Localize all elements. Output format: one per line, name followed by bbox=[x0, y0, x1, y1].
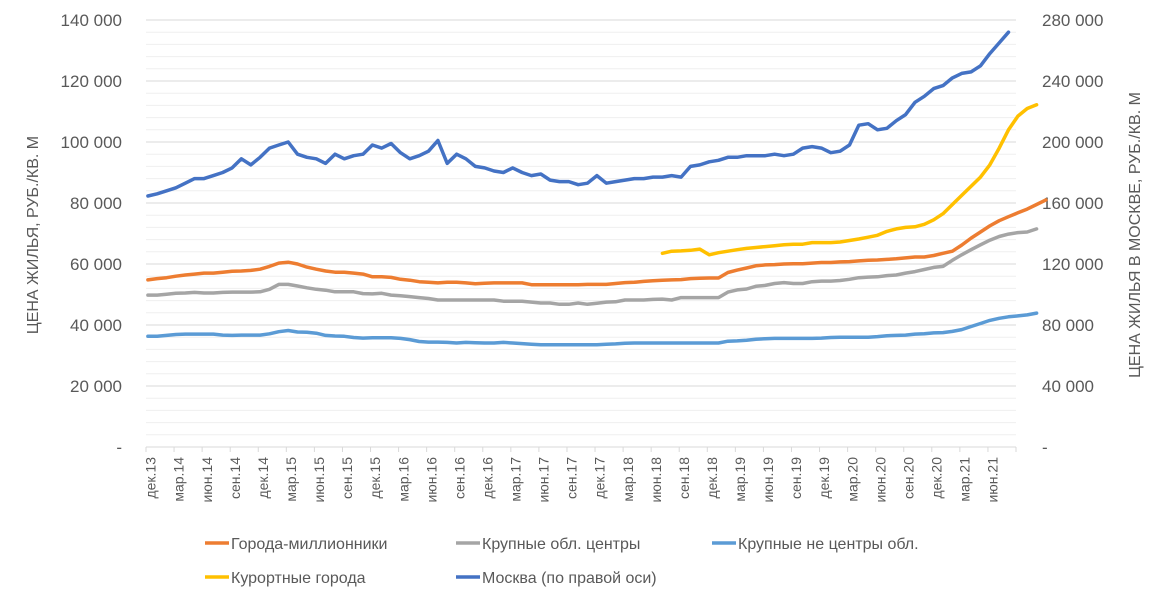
left-y-tick-label: 120 000 bbox=[61, 72, 122, 91]
left-y-tick-label: 140 000 bbox=[61, 11, 122, 30]
legend-item: Крупные обл. центры bbox=[456, 536, 640, 553]
left-y-tick-label: - bbox=[116, 438, 122, 457]
x-tick-label: сен.15 bbox=[339, 457, 355, 499]
x-tick-label: мар.14 bbox=[171, 457, 187, 502]
series-line-2 bbox=[146, 311, 1039, 347]
series-lines bbox=[146, 30, 1048, 347]
x-tick-label: июн.16 bbox=[423, 457, 439, 503]
series-line-1 bbox=[146, 227, 1039, 307]
legend: Города-миллионники Крупные обл. центры Кру… bbox=[205, 536, 919, 587]
x-tick-label: сен.17 bbox=[564, 457, 580, 499]
x-tick-label: мар.17 bbox=[508, 457, 524, 502]
legend-label: Крупные не центры обл. bbox=[738, 536, 919, 553]
x-tick-label: сен.14 bbox=[227, 457, 243, 499]
x-tick-label: дек.14 bbox=[255, 457, 271, 499]
right-y-tick-label: 40 000 bbox=[1042, 377, 1094, 396]
x-tick-label: июн.17 bbox=[536, 457, 552, 503]
series-line-4 bbox=[146, 30, 1011, 198]
x-tick-label: мар.16 bbox=[395, 457, 411, 502]
left-y-tick-label: 100 000 bbox=[61, 133, 122, 152]
right-y-axis-title: ЦЕНА ЖИЛЬЯ В МОСКВЕ, РУБ./КВ. М bbox=[1127, 92, 1144, 378]
right-y-tick-label: 80 000 bbox=[1042, 316, 1094, 335]
legend-item: Города-миллионники bbox=[205, 536, 388, 553]
left-y-axis-title: ЦЕНА ЖИЛЬЯ, РУБ./КВ. М bbox=[25, 136, 42, 334]
legend-label: Крупные обл. центры bbox=[482, 536, 640, 553]
left-y-tick-label: 80 000 bbox=[70, 194, 122, 213]
left-y-tick-label: 60 000 bbox=[70, 255, 122, 274]
left-y-axis: - 20 000 40 000 60 000 80 000 100 000 120 000 1… bbox=[61, 11, 122, 457]
x-tick-label: сен.20 bbox=[900, 457, 916, 499]
x-tick-label: дек.13 bbox=[143, 457, 159, 499]
right-y-tick-label: 240 000 bbox=[1042, 72, 1103, 91]
x-tick-label: дек.17 bbox=[592, 457, 608, 499]
legend-item: Крупные не центры обл. bbox=[712, 536, 919, 553]
left-y-tick-label: 20 000 bbox=[70, 377, 122, 396]
x-tick-label: июн.21 bbox=[985, 457, 1001, 503]
legend-label: Города-миллионники bbox=[231, 536, 388, 553]
legend-item: Москва (по правой оси) bbox=[456, 570, 657, 587]
x-tick-label: сен.16 bbox=[451, 457, 467, 499]
x-tick-label: сен.19 bbox=[788, 457, 804, 499]
x-tick-label: июн.15 bbox=[311, 457, 327, 503]
x-tick-label: мар.19 bbox=[732, 457, 748, 502]
right-y-tick-label: - bbox=[1042, 438, 1048, 457]
x-tick-label: мар.18 bbox=[620, 457, 636, 502]
x-tick-label: июн.14 bbox=[199, 457, 215, 503]
x-tick-label: сен.18 bbox=[676, 457, 692, 499]
left-y-tick-label: 40 000 bbox=[70, 316, 122, 335]
legend-label: Москва (по правой оси) bbox=[482, 570, 657, 587]
x-tick-label: дек.19 bbox=[816, 457, 832, 499]
series-line-0 bbox=[146, 198, 1048, 287]
x-tick-label: мар.20 bbox=[844, 457, 860, 502]
x-tick-label: дек.18 bbox=[704, 457, 720, 499]
x-tick-label: дек.16 bbox=[479, 457, 495, 499]
x-tick-label: дек.20 bbox=[928, 457, 944, 499]
right-y-tick-label: 280 000 bbox=[1042, 11, 1103, 30]
right-y-tick-label: 120 000 bbox=[1042, 255, 1103, 274]
x-tick-label: июн.19 bbox=[760, 457, 776, 503]
right-y-tick-label: 160 000 bbox=[1042, 194, 1103, 213]
x-tick-label: дек.15 bbox=[367, 457, 383, 499]
right-y-tick-label: 200 000 bbox=[1042, 133, 1103, 152]
gridlines bbox=[146, 19, 1016, 436]
x-axis: дек.13 мар.14 июн.14 сен.14 дек.14 мар.15 июн.… bbox=[143, 446, 1017, 503]
x-tick-label: мар.15 bbox=[283, 457, 299, 502]
legend-label: Курортные города bbox=[231, 570, 366, 587]
x-tick-label: июн.18 bbox=[648, 457, 664, 503]
x-tick-label: июн.20 bbox=[872, 457, 888, 503]
series-line-3 bbox=[660, 103, 1039, 257]
right-y-axis: - 40 000 80 000 120 000 160 000 200 000 240 00… bbox=[1042, 11, 1103, 457]
x-tick-label: мар.21 bbox=[957, 457, 973, 502]
legend-item: Курортные города bbox=[205, 570, 366, 587]
